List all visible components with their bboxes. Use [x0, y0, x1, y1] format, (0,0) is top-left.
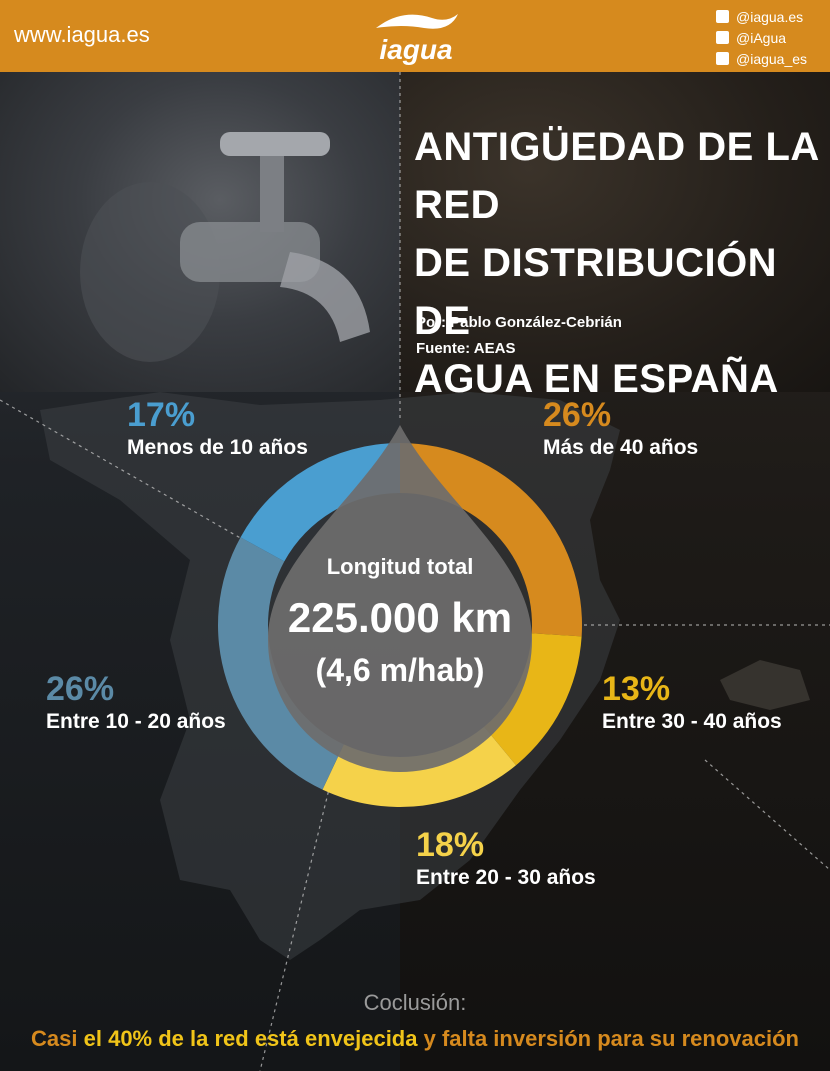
center-subvalue: (4,6 m/hab) [315, 652, 485, 688]
source: Fuente: AEAS [416, 340, 516, 357]
facebook-icon [716, 10, 729, 23]
iagua-logo[interactable]: iagua [366, 6, 466, 68]
slice-label-20-30: 18% Entre 20 - 30 años [416, 826, 596, 892]
conclusion-part-1: Casi [31, 1026, 78, 1051]
donut-slice-1 [484, 633, 582, 766]
page-title: ANTIGÜEDAD DE LA RED DE DISTRIBUCIÓN DE … [414, 118, 824, 408]
logo-text: iagua [379, 34, 453, 65]
site-url-link[interactable]: www.iagua.es [14, 22, 150, 47]
center-value: 225.000 km [287, 594, 513, 641]
background-photo-right [400, 72, 830, 392]
header-bar: www.iagua.es iagua @iagua.es @iAgua @iag… [0, 0, 830, 72]
category-label: Menos de 10 años [127, 436, 308, 459]
water-drop-icon [268, 425, 532, 772]
pct-label: 13% [602, 670, 671, 708]
donut-slice-4 [240, 443, 400, 562]
faucet-photo [0, 72, 400, 392]
social-facebook[interactable]: @iagua.es [716, 6, 807, 27]
pct-label: 26% [46, 670, 115, 708]
faucet-icon [80, 132, 370, 362]
title-line-1: ANTIGÜEDAD DE LA RED [414, 125, 819, 227]
wave-logo-icon [376, 14, 458, 29]
conclusion-title: Coclusión: [363, 990, 467, 1015]
pct-label: 26% [543, 396, 612, 434]
category-label: Entre 20 - 30 años [416, 866, 596, 889]
author: Por: Pablo González-Cebrián [416, 314, 622, 331]
category-label: Más de 40 años [543, 436, 699, 459]
social-twitter[interactable]: @iAgua [716, 27, 807, 48]
slice-label-mas-40: 26% Más de 40 años [543, 396, 698, 462]
title-line-2: DE DISTRIBUCIÓN DE [414, 241, 778, 343]
slice-label-menos-10: 17% Menos de 10 años [127, 396, 308, 462]
facebook-handle: @iagua.es [736, 8, 804, 25]
pct-label: 17% [127, 396, 196, 434]
center-label: Longitud total [326, 554, 474, 579]
conclusion-text: Casi el 40% de la red está envejecida y … [0, 1026, 830, 1052]
pct-label: 18% [416, 826, 485, 864]
category-label: Entre 30 - 40 años [602, 710, 782, 733]
category-label: Entre 10 - 20 años [46, 710, 226, 733]
social-instagram[interactable]: @iagua_es [716, 48, 807, 69]
title-line-3: AGUA EN ESPAÑA [414, 357, 779, 401]
instagram-icon [716, 52, 729, 65]
slice-label-30-40: 13% Entre 30 - 40 años [602, 670, 782, 736]
twitter-icon [716, 31, 729, 44]
byline: Por: Pablo González-Cebrián Fuente: AEAS [416, 310, 622, 362]
slice-label-10-20: 26% Entre 10 - 20 años [46, 670, 226, 736]
instagram-handle: @iagua_es [736, 50, 808, 67]
conclusion-part-3: y falta inversión para su renovación [417, 1026, 799, 1051]
social-links: @iagua.es @iAgua @iagua_es [716, 6, 807, 69]
conclusion-part-2: el 40% de la red está envejecida [77, 1026, 418, 1051]
twitter-handle: @iAgua [736, 29, 787, 46]
